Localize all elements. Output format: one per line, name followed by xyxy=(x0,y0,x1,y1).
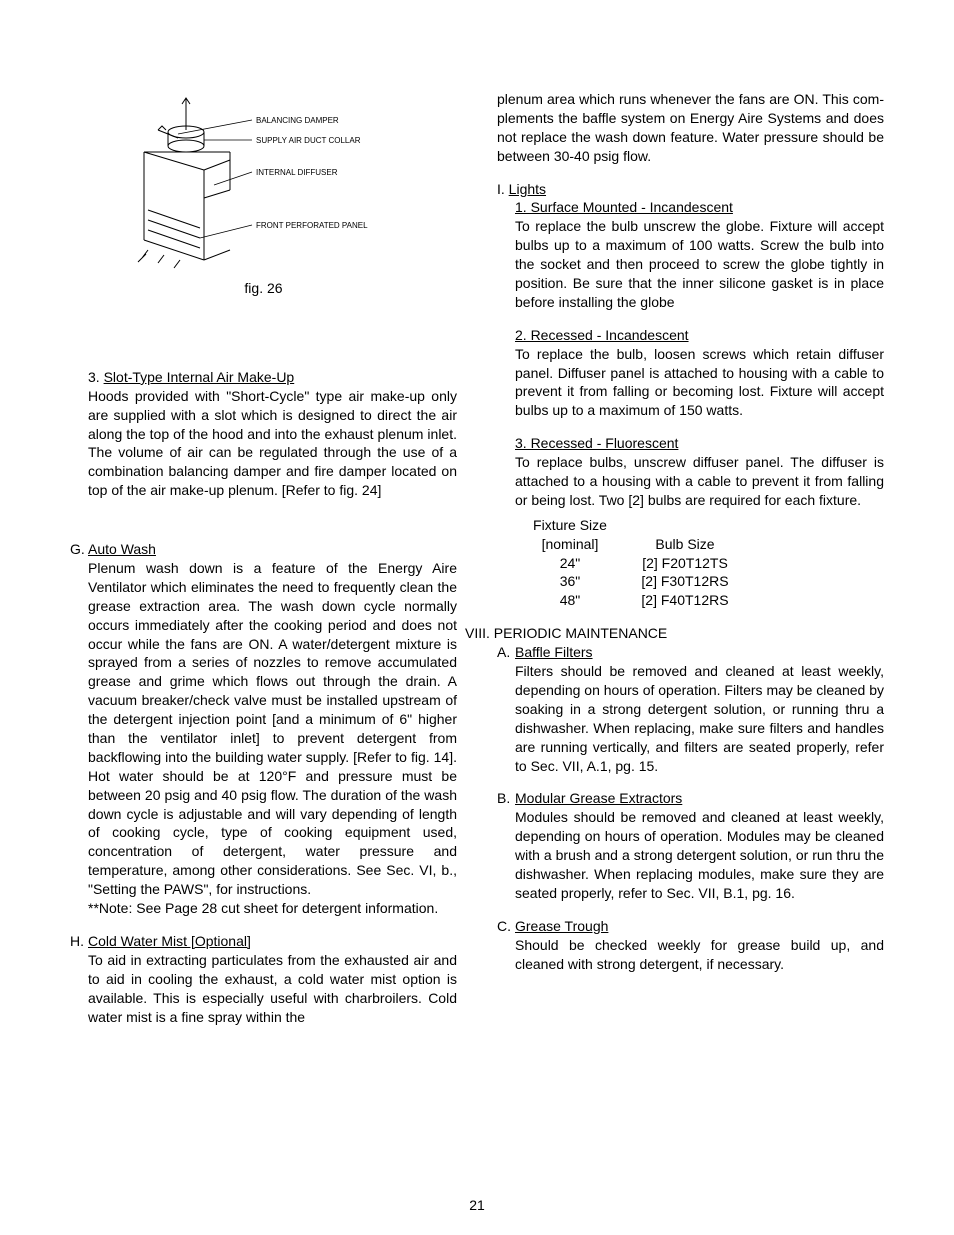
baffle-letter: A. xyxy=(497,643,515,662)
cold-mist-title: Cold Water Mist [Optional] xyxy=(88,932,251,951)
bulb-bulb-0: [2] F20T12TS xyxy=(625,554,745,573)
auto-wash-body: Plenum wash down is a feature of the Ene… xyxy=(88,559,457,899)
bulb-row-0: 24" [2] F20T12TS xyxy=(515,554,884,573)
fig-label-collar: SUPPLY AIR DUCT COLLAR xyxy=(256,136,361,145)
modular-title: Modular Grease Extractors xyxy=(515,789,682,808)
lights-recessed-inc-body: To replace the bulb, loosen screws which… xyxy=(515,345,884,421)
slot-type-section: 3. Slot-Type Internal Air Make-Up Hoods … xyxy=(88,368,457,500)
cold-mist-heading-row: H. Cold Water Mist [Optional] xyxy=(70,932,457,951)
lights-heading-row: I. Lights xyxy=(497,180,884,199)
left-column: BALANCING DAMPER SUPPLY AIR DUCT COLLAR … xyxy=(70,90,457,1026)
auto-wash-title: Auto Wash xyxy=(88,540,156,559)
baffle-title: Baffle Filters xyxy=(515,643,593,662)
periodic-title: PERIODIC MAINTENANCE xyxy=(490,625,667,641)
lights-recessed-inc-title: 2. Recessed - Incandescent xyxy=(515,326,884,345)
figure-26-svg: BALANCING DAMPER SUPPLY AIR DUCT COLLAR … xyxy=(134,90,394,275)
bulb-size-0: 24" xyxy=(515,554,625,573)
bulb-bulb-2: [2] F40T12RS xyxy=(625,591,745,610)
modular-body: Modules should be removed and cleaned at… xyxy=(515,808,884,902)
page: BALANCING DAMPER SUPPLY AIR DUCT COLLAR … xyxy=(0,0,954,1235)
cold-mist-letter: H. xyxy=(70,932,88,951)
lights-recessed-fluor-body: To replace bulbs, unscrew diffuser panel… xyxy=(515,453,884,510)
modular-letter: B. xyxy=(497,789,515,808)
cold-mist-body: To aid in extracting particulates from t… xyxy=(88,951,457,1027)
trough-body: Should be checked weekly for grease buil… xyxy=(515,936,884,974)
lights-surface-body: To replace the bulb unscrew the globe. F… xyxy=(515,217,884,311)
auto-wash-note: **Note: See Page 28 cut sheet for deterg… xyxy=(88,899,457,918)
lights-letter: I. xyxy=(497,181,509,197)
figure-26-block: BALANCING DAMPER SUPPLY AIR DUCT COLLAR … xyxy=(70,90,457,298)
lights-surface: 1. Surface Mounted - Incandescent To rep… xyxy=(515,198,884,311)
bulb-header-right: Bulb Size xyxy=(625,535,745,554)
fig-label-panel: FRONT PERFORATED PANEL xyxy=(256,221,368,230)
figure-caption: fig. 26 xyxy=(244,279,282,298)
two-column-layout: BALANCING DAMPER SUPPLY AIR DUCT COLLAR … xyxy=(70,90,884,1026)
lights-recessed-inc: 2. Recessed - Incandescent To replace th… xyxy=(515,326,884,420)
bulb-bulb-1: [2] F30T12RS xyxy=(625,572,745,591)
bulb-row-2: 48" [2] F40T12RS xyxy=(515,591,884,610)
lights-recessed-fluor-title: 3. Recessed - Fluorescent xyxy=(515,434,884,453)
page-number: 21 xyxy=(0,1196,954,1215)
auto-wash-heading-row: G. Auto Wash xyxy=(70,540,457,559)
trough-title: Grease Trough xyxy=(515,917,608,936)
trough-heading: C. Grease Trough xyxy=(497,917,884,936)
bulb-size-1: 36" xyxy=(515,572,625,591)
periodic-heading: VIII. PERIODIC MAINTENANCE xyxy=(465,624,884,643)
slot-type-num: 3. xyxy=(88,369,104,385)
trough-letter: C. xyxy=(497,917,515,936)
plenum-continuation: plenum area which runs whenever the fans… xyxy=(497,90,884,166)
slot-type-title: Slot-Type Internal Air Make-Up xyxy=(104,369,295,385)
modular-heading: B. Modular Grease Extractors xyxy=(497,789,884,808)
lights-title: Lights xyxy=(509,181,546,197)
baffle-heading: A. Baffle Filters xyxy=(497,643,884,662)
bulb-header-left: Fixture Size [nominal] xyxy=(515,516,625,554)
baffle-body: Filters should be removed and cleaned at… xyxy=(515,662,884,775)
bulb-row-1: 36" [2] F30T12RS xyxy=(515,572,884,591)
slot-type-body: Hoods provided with "Short-Cycle" type a… xyxy=(88,387,457,500)
right-column: plenum area which runs whenever the fans… xyxy=(497,90,884,1026)
periodic-roman: VIII. xyxy=(465,625,490,641)
bulb-table: Fixture Size [nominal] Bulb Size 24" [2]… xyxy=(515,516,884,610)
bulb-table-header: Fixture Size [nominal] Bulb Size xyxy=(515,516,884,554)
fig-label-damper: BALANCING DAMPER xyxy=(256,116,339,125)
auto-wash-letter: G. xyxy=(70,540,88,559)
fig-label-diffuser: INTERNAL DIFFUSER xyxy=(256,168,338,177)
lights-recessed-fluor: 3. Recessed - Fluorescent To replace bul… xyxy=(515,434,884,510)
lights-surface-title: 1. Surface Mounted - Incandescent xyxy=(515,198,884,217)
bulb-size-2: 48" xyxy=(515,591,625,610)
